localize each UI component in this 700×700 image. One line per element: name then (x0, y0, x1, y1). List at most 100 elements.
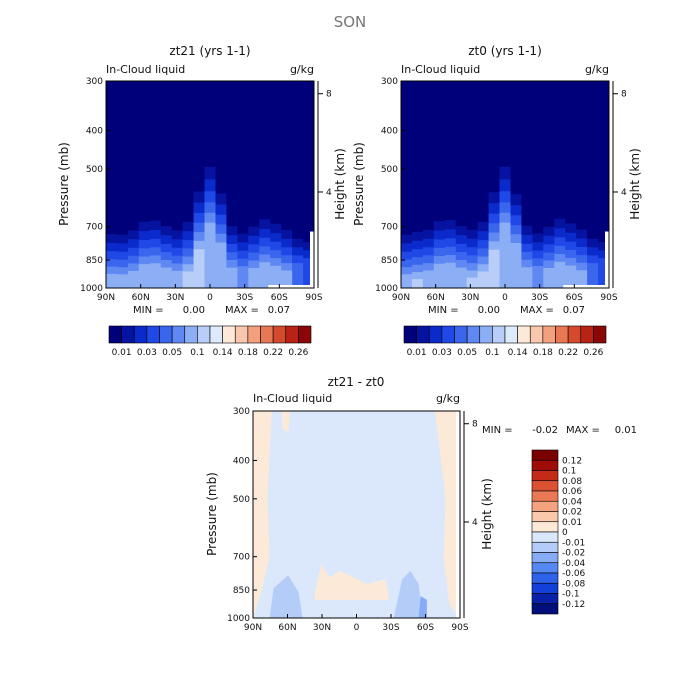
y-tick-label: 400 (381, 126, 398, 136)
colorbar-swatch (531, 521, 559, 533)
colorbar-swatch (209, 325, 223, 344)
colorbar-label: 0.26 (583, 348, 603, 358)
colorbar-label: -0.01 (562, 538, 585, 548)
x-tick-label: 30N (313, 623, 331, 633)
contour-level (182, 249, 205, 288)
colorbar-swatch (531, 541, 559, 553)
x-tick-label: 0 (354, 623, 360, 633)
variable-label: In-Cloud liquid (253, 392, 332, 405)
units-label: g/kg (585, 63, 609, 76)
colorbar-swatch (531, 603, 559, 615)
colorbar-label: -0.08 (562, 579, 586, 589)
colorbar-swatch (454, 325, 468, 344)
colorbar-swatch (531, 480, 559, 492)
colorbar-swatch (146, 325, 160, 344)
colorbar-label: 0.22 (558, 348, 578, 358)
colorbar-swatch (133, 325, 148, 344)
colorbar-swatch (222, 325, 236, 344)
units-label: g/kg (290, 63, 314, 76)
colorbar-swatch (531, 511, 559, 523)
heatmap-field (106, 81, 314, 288)
colorbar-label: -0.02 (562, 549, 585, 559)
stats-line: MIN = 0.00 MAX = 0.07 (428, 305, 585, 316)
stats-line: MIN = -0.02 MAX = 0.01 (482, 425, 637, 436)
latitude-axis: 90N 60N 30N 0 30S 60S 90S (97, 284, 323, 303)
colorbar-label: 0.05 (162, 348, 182, 358)
colorbar-swatch (285, 325, 299, 344)
height-tick-label: 4 (326, 188, 332, 198)
contour-level (393, 570, 423, 618)
colorbar-label: -0.1 (562, 590, 580, 600)
colorbar-swatch (197, 325, 211, 344)
x-tick-label: 30N (461, 293, 479, 303)
colorbar-swatch (531, 449, 559, 461)
panel-title: zt21 (yrs 1-1) (169, 44, 250, 58)
colorbar-swatch (121, 325, 135, 344)
x-tick-label: 30N (166, 293, 184, 303)
colorbar-swatch (531, 531, 559, 543)
colorbar-swatch (492, 325, 506, 344)
max-value: 0.01 (615, 425, 637, 436)
pressure-axis: 300 400 500 700 850 1000 (375, 77, 405, 294)
colorbar-label: 0.14 (508, 348, 528, 358)
min-label: MIN = (133, 305, 164, 316)
colorbar-swatch (555, 325, 569, 344)
panel-title: zt0 (yrs 1-1) (468, 44, 542, 58)
y-tick-label: 850 (233, 586, 250, 596)
latitude-axis: 90N 60N 30N 0 30S 60S 90S (244, 614, 469, 633)
colorbar-label: 0.01 (407, 348, 427, 358)
y-tick-label: 500 (381, 165, 398, 175)
colorbar-label: 0.1 (190, 348, 204, 358)
colorbar-swatch (159, 325, 173, 344)
ground-mask (268, 285, 314, 288)
y-tick-label: 500 (233, 495, 250, 505)
contour-level (418, 596, 427, 618)
pressure-axis: 300 400 500 700 850 1000 (80, 77, 110, 294)
heatmap-field (253, 411, 460, 618)
colorbar-label: 0.22 (263, 348, 283, 358)
y-axis-title: Pressure (mb) (57, 142, 71, 226)
x-tick-label: 30S (531, 293, 548, 303)
colorbar-swatch (531, 582, 559, 594)
colorbar-label: 0.18 (238, 348, 258, 358)
colorbar-swatch (504, 325, 518, 344)
y-tick-label: 400 (86, 126, 103, 136)
latitude-axis: 90N 60N 30N 0 30S 60S 90S (392, 284, 618, 303)
max-label: MAX = (520, 305, 554, 316)
x-tick-label: 30S (236, 293, 253, 303)
y-tick-label: 1000 (80, 284, 103, 294)
colorbar-swatch (272, 325, 287, 344)
x-tick-label: 60S (417, 623, 434, 633)
colorbar: 0.01 0.03 0.05 0.1 0.14 0.18 0.22 0.26 (108, 325, 312, 358)
colorbar-label: 0.26 (288, 348, 308, 358)
colorbar-label: 0.01 (562, 518, 582, 528)
contour-level (281, 411, 291, 433)
min-label: MIN = (428, 305, 459, 316)
pressure-axis: 300 400 500 700 850 1000 (227, 407, 257, 624)
colorbar-label: 0.08 (562, 477, 582, 487)
height-tick-label: 8 (326, 90, 332, 100)
x-tick-label: 60N (278, 623, 296, 633)
contour-level (411, 249, 500, 288)
colorbar-swatch (403, 325, 417, 344)
colorbar-label: -0.06 (562, 569, 586, 579)
colorbar-swatch (531, 470, 559, 482)
panel-difference: zt21 - zt0 In-Cloud liquid g/kg 30040050… (205, 375, 637, 633)
y-tick-label: 850 (86, 256, 103, 266)
colorbar-swatch (531, 459, 559, 471)
colorbar-swatch (234, 325, 249, 344)
panel-zt21: zt21 (yrs 1-1) In-Cloud liquid g/kg 300 4… (57, 44, 347, 358)
ground-mask (605, 231, 609, 288)
colorbar-swatch (247, 325, 261, 344)
x-tick-label: 60S (271, 293, 288, 303)
height-tick-label: 4 (621, 188, 627, 198)
colorbar-swatch (542, 325, 556, 344)
x-tick-label: 0 (207, 293, 213, 303)
colorbar-swatch (108, 325, 122, 344)
colorbar-label: 0.1 (485, 348, 499, 358)
panel-title: zt21 - zt0 (328, 375, 385, 389)
colorbar-label: 0 (562, 528, 568, 538)
colorbar-swatch (531, 562, 559, 574)
colorbar-swatch (531, 593, 559, 605)
